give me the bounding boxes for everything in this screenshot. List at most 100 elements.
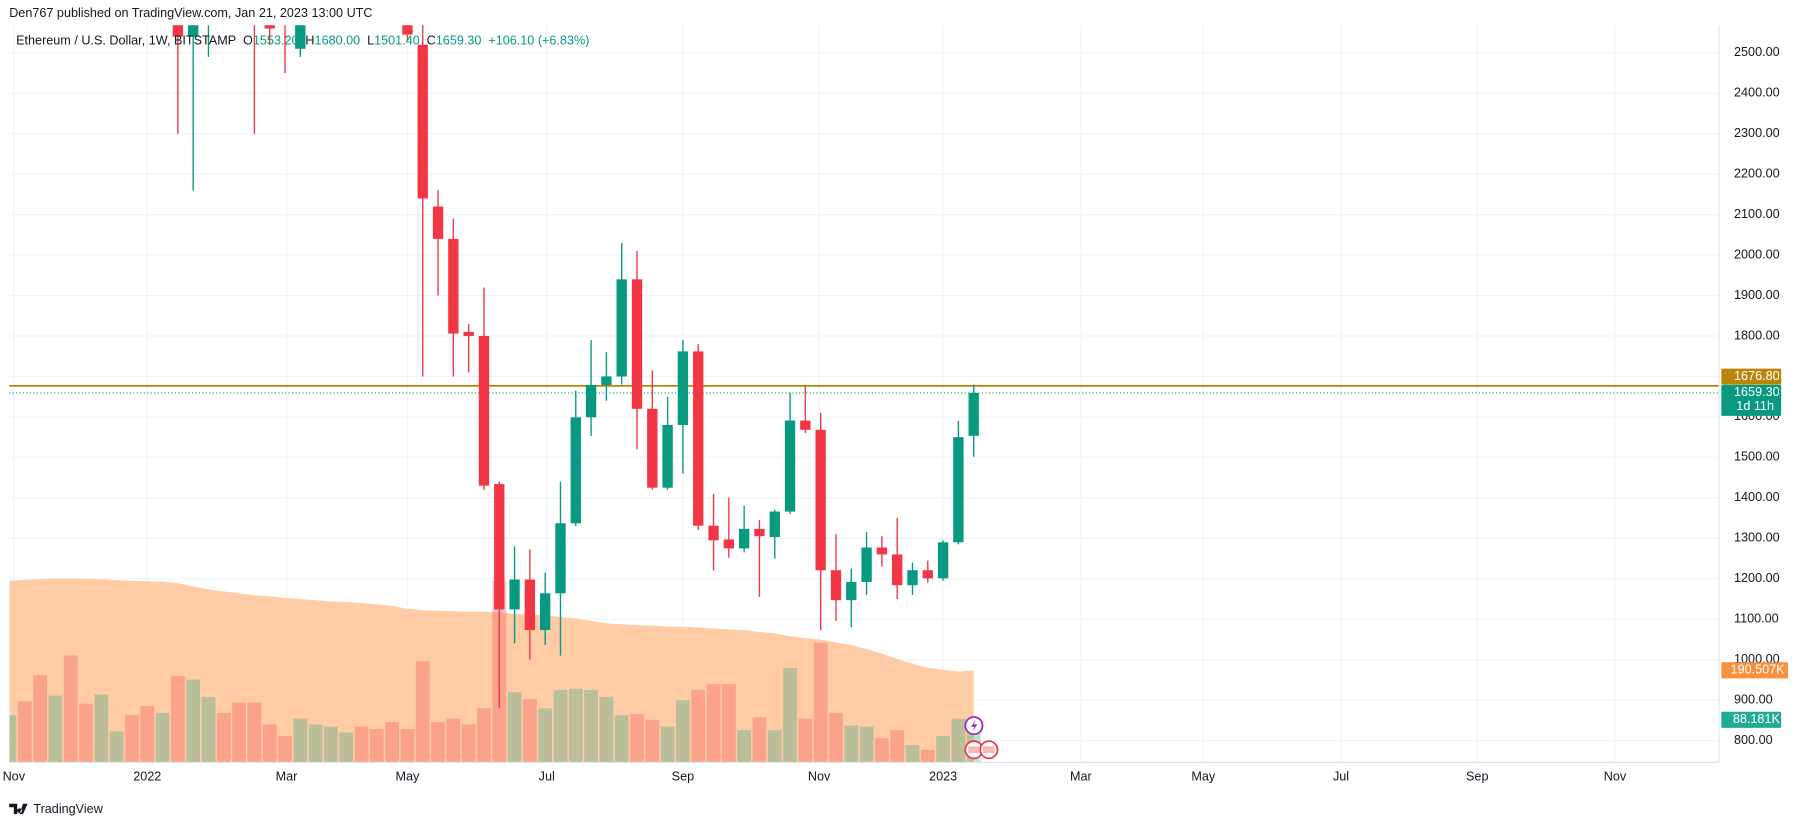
x-tick-label: May <box>1191 770 1216 784</box>
volume-bg <box>1721 711 1782 728</box>
volume-bar <box>247 702 262 763</box>
volume-bar <box>538 708 553 763</box>
volume-bar <box>48 695 63 763</box>
y-tick-label: 2300.00 <box>1734 126 1780 140</box>
volume-bar <box>645 719 660 763</box>
y-tick-label: 1300.00 <box>1734 531 1780 545</box>
candle-body <box>784 420 796 512</box>
candle-body <box>723 539 735 549</box>
volume-bar <box>767 730 782 763</box>
volume-bar <box>752 717 767 763</box>
volume-bar <box>125 715 139 763</box>
volume-bar <box>9 715 17 763</box>
lightning <box>971 719 978 732</box>
legend-symbol: Ethereum / U.S. Dollar, 1W, BITSTAMP <box>16 34 236 48</box>
legend-value: 1553.20 <box>253 34 299 48</box>
volume-bar <box>553 689 568 763</box>
legend-key: C <box>427 34 436 48</box>
price-pane <box>9 0 1720 709</box>
candle-body <box>677 351 689 425</box>
publish-info: Den767 published on TradingView.com, Jan… <box>9 6 372 20</box>
volume-bar <box>676 700 690 763</box>
x-tick-label: Nov <box>808 770 831 784</box>
volume-bar <box>936 735 951 763</box>
event-icons <box>964 716 999 760</box>
y-tick-label: 2400.00 <box>1734 86 1780 100</box>
volume-ma-bg <box>1721 662 1789 679</box>
candle-body <box>616 279 627 377</box>
candle-body <box>922 570 933 579</box>
volume-bar <box>522 699 537 763</box>
candle-body <box>524 579 536 631</box>
x-tick-label: 2023 <box>929 770 957 784</box>
candle-body <box>631 279 643 409</box>
y-tick-label: 2000.00 <box>1734 247 1780 261</box>
volume-bar <box>278 735 292 763</box>
candle-body <box>968 392 979 436</box>
candle-body <box>693 351 704 526</box>
last-price-label: 1659.30 <box>1734 385 1780 399</box>
candle-body <box>892 554 903 586</box>
candle-body <box>295 25 306 49</box>
y-tick-label: 2500.00 <box>1734 45 1780 59</box>
candle-body <box>769 511 780 538</box>
candle-body <box>417 44 428 199</box>
volume-pane <box>9 578 981 763</box>
candle-body <box>264 25 275 29</box>
x-tick-label: Jul <box>1333 770 1349 784</box>
countdown: 1d 11h <box>1736 399 1774 413</box>
last-price-bg <box>1721 384 1782 416</box>
candle-body <box>800 420 811 430</box>
y-tick-label: 2100.00 <box>1734 207 1780 221</box>
volume-bar <box>721 684 736 763</box>
brand-name: TradingView <box>33 802 103 816</box>
y-tick-label: 800.00 <box>1734 733 1773 747</box>
legend-key: H <box>305 34 314 48</box>
y-tick-label: 1900.00 <box>1734 288 1780 302</box>
x-tick-label: Nov <box>3 770 26 784</box>
volume-bar <box>354 726 369 763</box>
volume-bar <box>415 661 430 763</box>
brand: TradingView <box>9 802 104 816</box>
volume-bar <box>262 724 277 763</box>
legend: Ethereum / U.S. Dollar, 1W, BITSTAMP O155… <box>16 34 589 48</box>
candle-body <box>187 25 199 37</box>
legend-value: 1659.30 <box>436 34 482 48</box>
y-tick-label: 1800.00 <box>1734 328 1780 342</box>
candle-body <box>172 25 184 37</box>
candle-body <box>738 528 750 549</box>
volume-bar <box>890 730 905 763</box>
candle-body <box>601 376 612 385</box>
volume-bar <box>369 729 384 763</box>
candle-body <box>647 408 658 488</box>
legend-key: L <box>367 34 374 48</box>
volume-bar <box>232 702 246 763</box>
y-tick-label: 1400.00 <box>1734 490 1780 504</box>
volume-bar <box>920 749 935 763</box>
volume-bar <box>844 725 859 763</box>
y-tick-label: 1500.00 <box>1734 450 1780 464</box>
candle-body <box>846 581 857 601</box>
x-tick-label: Nov <box>1604 770 1627 784</box>
volume-bar <box>461 724 476 763</box>
y-tick-label: 2200.00 <box>1734 167 1780 181</box>
volume-bar <box>568 688 583 763</box>
candle-body <box>432 206 444 239</box>
candle-body <box>754 528 765 537</box>
volume-ma-area <box>9 578 974 763</box>
volume-bar <box>951 718 966 763</box>
x-tick-label: Mar <box>1070 770 1092 784</box>
logo <box>9 803 28 815</box>
volume-bar <box>170 676 185 763</box>
candle-body <box>540 593 551 631</box>
volume-bar <box>385 722 400 763</box>
volume-bar <box>660 726 675 763</box>
candle-body <box>555 523 566 594</box>
candle-body <box>249 0 259 4</box>
volume-ma-label: 190.507K <box>1731 663 1786 677</box>
volume-bar <box>155 712 170 763</box>
volume-bar <box>584 689 598 763</box>
volume-bar <box>431 722 445 763</box>
